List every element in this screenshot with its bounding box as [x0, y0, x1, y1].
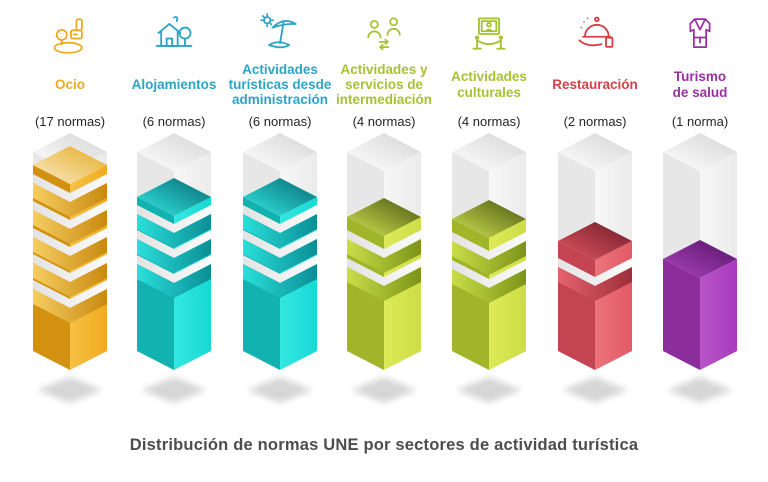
sector-header-turisticas-administracion: Actividades turísticas desde administrac… — [222, 10, 338, 129]
sector-label: Restauración — [552, 76, 638, 92]
sector-count: (1 norma) — [671, 114, 729, 129]
sector-label: Actividades culturales — [451, 69, 527, 100]
sector-label: Alojamientos — [131, 76, 217, 92]
iso-bar-4 — [452, 133, 526, 403]
people-exchange-icon — [363, 10, 405, 57]
sector-header-alojamientos: Alojamientos (6 normas) — [116, 10, 232, 129]
iso-bar-3 — [347, 133, 421, 403]
iso-bar-1 — [137, 133, 211, 403]
chart-title: Distribución de normas UNE por sectores … — [129, 436, 639, 454]
iso-bar-6 — [663, 133, 737, 403]
sector-label: Actividades turísticas desde administrac… — [228, 61, 332, 108]
sector-header-culturales: Actividades culturales (4 normas) — [431, 10, 547, 129]
sector-header-intermediacion: Actividades y servicios de intermediació… — [326, 10, 442, 129]
sector-label: Actividades y servicios de intermediació… — [335, 61, 433, 108]
beach-umbrella-icon — [258, 10, 302, 57]
iso-bar-2 — [243, 133, 317, 403]
hotel-icon — [152, 10, 196, 57]
cloche-icon — [573, 10, 617, 57]
sector-count: (17 normas) — [34, 114, 106, 129]
sector-count: (6 normas) — [248, 114, 312, 129]
golf-icon — [48, 10, 92, 57]
iso-bar-0 — [33, 133, 107, 403]
museum-icon — [467, 10, 511, 57]
sector-count: (4 normas) — [457, 114, 521, 129]
sector-label: Turismo de salud — [672, 69, 728, 100]
sector-headers: Ocio (17 normas) Alojamientos (6 normas) — [0, 0, 768, 130]
sector-count: (4 normas) — [352, 114, 416, 129]
sector-count: (6 normas) — [142, 114, 206, 129]
iso-bar-5 — [558, 133, 632, 403]
bathrobe-icon — [679, 10, 721, 57]
sector-label: Ocio — [54, 76, 85, 92]
sector-header-restauracion: Restauración (2 normas) — [537, 10, 653, 129]
sector-header-ocio: Ocio (17 normas) — [12, 10, 128, 129]
sector-count: (2 normas) — [563, 114, 627, 129]
sector-header-turismo-salud: Turismo de salud (1 norma) — [642, 10, 758, 129]
